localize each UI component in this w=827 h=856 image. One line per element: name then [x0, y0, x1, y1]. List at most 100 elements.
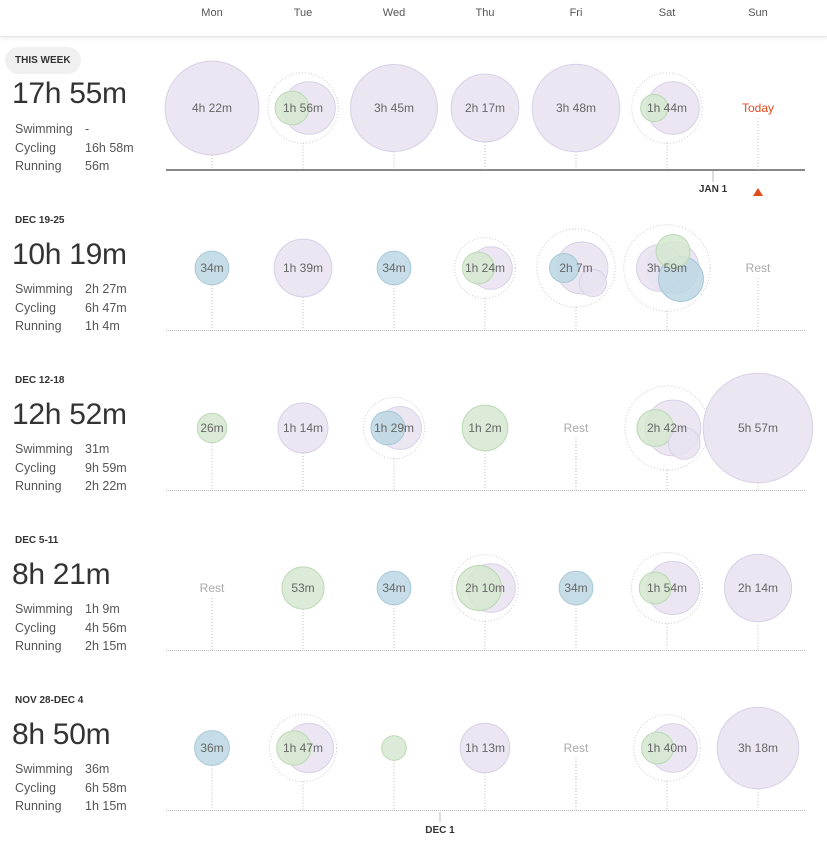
ride-activity-bubble [164, 60, 260, 156]
day-total-label[interactable]: 2h 42m [647, 421, 687, 435]
week-baseline [166, 490, 805, 491]
day-total-label[interactable]: 1h 44m [647, 101, 687, 115]
day-header-wed: Wed [382, 7, 406, 19]
day-total-label[interactable]: 1h 54m [647, 581, 687, 595]
run-activity-bubble [274, 90, 310, 126]
week-stat-running: Running 1h 15m [15, 799, 175, 813]
day-total-label[interactable]: 1h 40m [647, 741, 687, 755]
stat-value: 1h 4m [85, 319, 120, 333]
stat-value: 9h 59m [85, 460, 127, 475]
today-label: Today [742, 101, 774, 115]
week-label[interactable]: THIS WEEK [5, 47, 81, 74]
week-stat-swimming: Swimming 31m [15, 442, 175, 456]
ride-activity-bubble [450, 73, 520, 143]
week-total: 10h 19m [12, 238, 127, 271]
stat-label: Swimming [15, 602, 73, 616]
week-row: DEC 19-25 10h 19m Swimming 2h 27m Cycling 6h… [0, 200, 827, 360]
week-stat-swimming: Swimming 2h 27m [15, 282, 175, 296]
stat-value: 6h 47m [85, 300, 127, 315]
today-marker-icon [753, 188, 763, 196]
run-activity-bubble [641, 731, 674, 765]
week-total: 8h 50m [12, 718, 111, 751]
swim-activity-bubble [370, 410, 406, 446]
day-group-ring [268, 713, 338, 783]
stat-label: Swimming [15, 122, 73, 136]
week-label[interactable]: NOV 28-DEC 4 [15, 695, 84, 706]
day-total-label[interactable]: 2h 14m [738, 581, 778, 595]
week-stat-running: Running 56m [15, 159, 175, 173]
run-activity-bubble [638, 571, 672, 605]
week-row: NOV 28-DEC 4 8h 50m Swimming 36m Cycling 6h … [0, 680, 827, 840]
day-header-sun: Sun [748, 7, 768, 19]
day-total-label[interactable]: 5h 57m [738, 421, 778, 435]
day-total-label[interactable]: 1h 56m [283, 101, 323, 115]
week-row: DEC 12-18 12h 52m Swimming 31m Cycling 9h 59… [0, 360, 827, 520]
week-stat-running: Running 1h 4m [15, 319, 175, 333]
day-total-label[interactable]: 1h 24m [465, 261, 505, 275]
ride-activity-bubble [578, 268, 607, 298]
day-total-label[interactable]: 3h 48m [556, 101, 596, 115]
run-activity-bubble [196, 412, 228, 444]
stat-value: 6h 58m [85, 780, 127, 795]
day-total-label[interactable]: 26m [200, 421, 223, 435]
day-header-fri: Fri [569, 7, 583, 19]
day-group-ring [633, 714, 701, 782]
stat-label: Running [15, 639, 62, 653]
day-total-label[interactable]: 1h 47m [283, 741, 323, 755]
stat-label: Running [15, 799, 62, 813]
stat-value: 36m [85, 762, 110, 776]
ride-activity-bubble [667, 427, 701, 460]
stat-value: 2h 22m [85, 479, 127, 493]
day-total-label[interactable]: 1h 2m [468, 421, 501, 435]
day-total-label[interactable]: 3h 59m [647, 261, 687, 275]
day-total-label[interactable]: 2h 7m [559, 261, 592, 275]
day-total-label[interactable]: 34m [564, 581, 587, 595]
stat-value: 4h 56m [85, 620, 127, 635]
week-stat-cycling: Cycling 9h 59m [15, 461, 175, 475]
week-total: 17h 55m [12, 77, 127, 110]
stat-value: - [85, 122, 90, 136]
stat-label: Swimming [15, 442, 73, 456]
day-total-label[interactable]: 53m [291, 581, 314, 595]
swim-activity-bubble [558, 570, 594, 606]
run-activity-bubble [456, 565, 503, 611]
day-total-label[interactable]: 1h 29m [374, 421, 414, 435]
rest-label: Rest [746, 261, 771, 275]
jan1-marker: JAN 1 [699, 184, 728, 195]
run-activity-bubble [381, 735, 407, 761]
week-label[interactable]: DEC 5-11 [15, 535, 59, 546]
week-row: THIS WEEK 17h 55m Swimming - Cycling 16h 58m… [0, 40, 827, 200]
stat-label: Swimming [15, 282, 73, 296]
day-total-label[interactable]: 34m [382, 581, 405, 595]
week-label[interactable]: DEC 12-18 [15, 375, 65, 386]
stat-value: 16h 58m [85, 140, 134, 155]
day-total-label[interactable]: 1h 14m [283, 421, 323, 435]
stat-value: 56m [85, 159, 110, 173]
week-label[interactable]: DEC 19-25 [15, 215, 65, 226]
day-total-label[interactable]: 2h 17m [465, 101, 505, 115]
week-stat-cycling: Cycling 6h 47m [15, 301, 175, 315]
ride-activity-bubble [702, 372, 814, 484]
day-group-ring [631, 72, 703, 144]
day-total-label[interactable]: 1h 13m [465, 741, 505, 755]
stat-label: Running [15, 319, 62, 333]
day-total-label[interactable]: 34m [200, 261, 223, 275]
stat-label: Cycling [15, 620, 56, 635]
stat-label: Running [15, 159, 62, 173]
day-group-ring [267, 72, 339, 144]
day-total-label[interactable]: 3h 45m [374, 101, 414, 115]
day-header-mon: Mon [201, 7, 223, 19]
week-stat-cycling: Cycling 6h 58m [15, 781, 175, 795]
day-group-ring [630, 551, 704, 625]
day-total-label[interactable]: 4h 22m [192, 101, 232, 115]
day-total-label[interactable]: 2h 10m [465, 581, 505, 595]
day-total-label[interactable]: 3h 18m [738, 741, 778, 755]
week-baseline [166, 330, 805, 331]
dec1-marker: DEC 1 [425, 825, 455, 836]
day-total-label[interactable]: 36m [200, 741, 223, 755]
day-total-label[interactable]: 34m [382, 261, 405, 275]
week-baseline [166, 650, 805, 651]
stat-label: Swimming [15, 762, 73, 776]
ride-activity-bubble [531, 63, 621, 153]
day-total-label[interactable]: 1h 39m [283, 261, 323, 275]
